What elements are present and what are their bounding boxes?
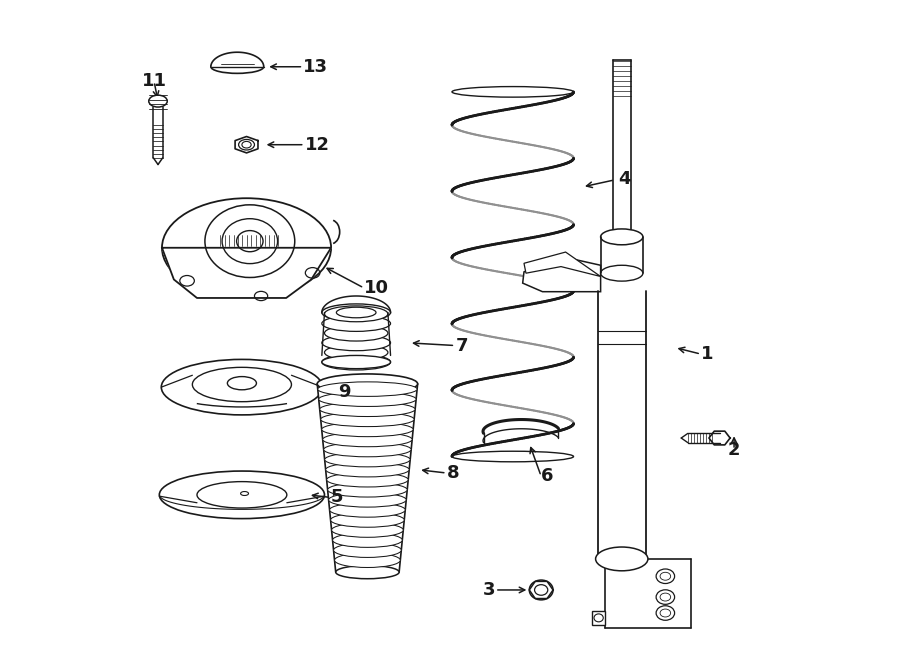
Ellipse shape xyxy=(320,412,414,426)
Ellipse shape xyxy=(319,392,416,406)
Text: 13: 13 xyxy=(303,58,328,75)
Text: 12: 12 xyxy=(305,136,329,154)
Ellipse shape xyxy=(322,355,391,369)
Ellipse shape xyxy=(596,547,648,571)
Ellipse shape xyxy=(331,523,403,538)
Polygon shape xyxy=(524,252,600,277)
Ellipse shape xyxy=(334,543,401,557)
Text: 11: 11 xyxy=(141,72,166,90)
Text: 7: 7 xyxy=(455,336,468,355)
Text: 1: 1 xyxy=(701,345,714,363)
Ellipse shape xyxy=(211,60,264,73)
Ellipse shape xyxy=(325,325,388,341)
Ellipse shape xyxy=(333,533,402,547)
Ellipse shape xyxy=(327,473,409,487)
Text: 4: 4 xyxy=(618,170,631,188)
Ellipse shape xyxy=(325,344,388,360)
Text: 9: 9 xyxy=(338,383,350,401)
Ellipse shape xyxy=(324,442,411,457)
Polygon shape xyxy=(709,431,730,445)
Text: 5: 5 xyxy=(331,489,344,506)
Ellipse shape xyxy=(321,422,413,437)
Ellipse shape xyxy=(159,471,325,518)
Ellipse shape xyxy=(317,374,418,394)
Text: 10: 10 xyxy=(364,279,389,297)
Polygon shape xyxy=(523,257,600,292)
Text: 8: 8 xyxy=(446,464,459,482)
Text: 6: 6 xyxy=(541,467,554,485)
Ellipse shape xyxy=(336,565,399,579)
Polygon shape xyxy=(235,136,258,153)
Ellipse shape xyxy=(325,452,410,467)
Ellipse shape xyxy=(322,335,391,351)
Ellipse shape xyxy=(328,493,406,507)
Text: 3: 3 xyxy=(482,581,495,599)
Ellipse shape xyxy=(323,432,412,447)
Polygon shape xyxy=(317,384,418,572)
Polygon shape xyxy=(162,248,331,298)
Ellipse shape xyxy=(322,304,391,321)
Ellipse shape xyxy=(320,402,415,416)
Ellipse shape xyxy=(329,502,405,517)
Ellipse shape xyxy=(600,229,643,245)
Ellipse shape xyxy=(330,512,404,527)
Ellipse shape xyxy=(162,198,331,297)
Ellipse shape xyxy=(322,316,391,332)
Ellipse shape xyxy=(161,359,322,415)
Ellipse shape xyxy=(318,382,417,397)
Polygon shape xyxy=(592,611,605,625)
Ellipse shape xyxy=(335,553,400,567)
Ellipse shape xyxy=(328,483,407,497)
Ellipse shape xyxy=(326,462,410,477)
Text: 2: 2 xyxy=(728,441,741,459)
Ellipse shape xyxy=(322,354,391,370)
Ellipse shape xyxy=(148,95,167,107)
Ellipse shape xyxy=(325,306,388,322)
Ellipse shape xyxy=(529,580,554,600)
Ellipse shape xyxy=(600,265,643,281)
